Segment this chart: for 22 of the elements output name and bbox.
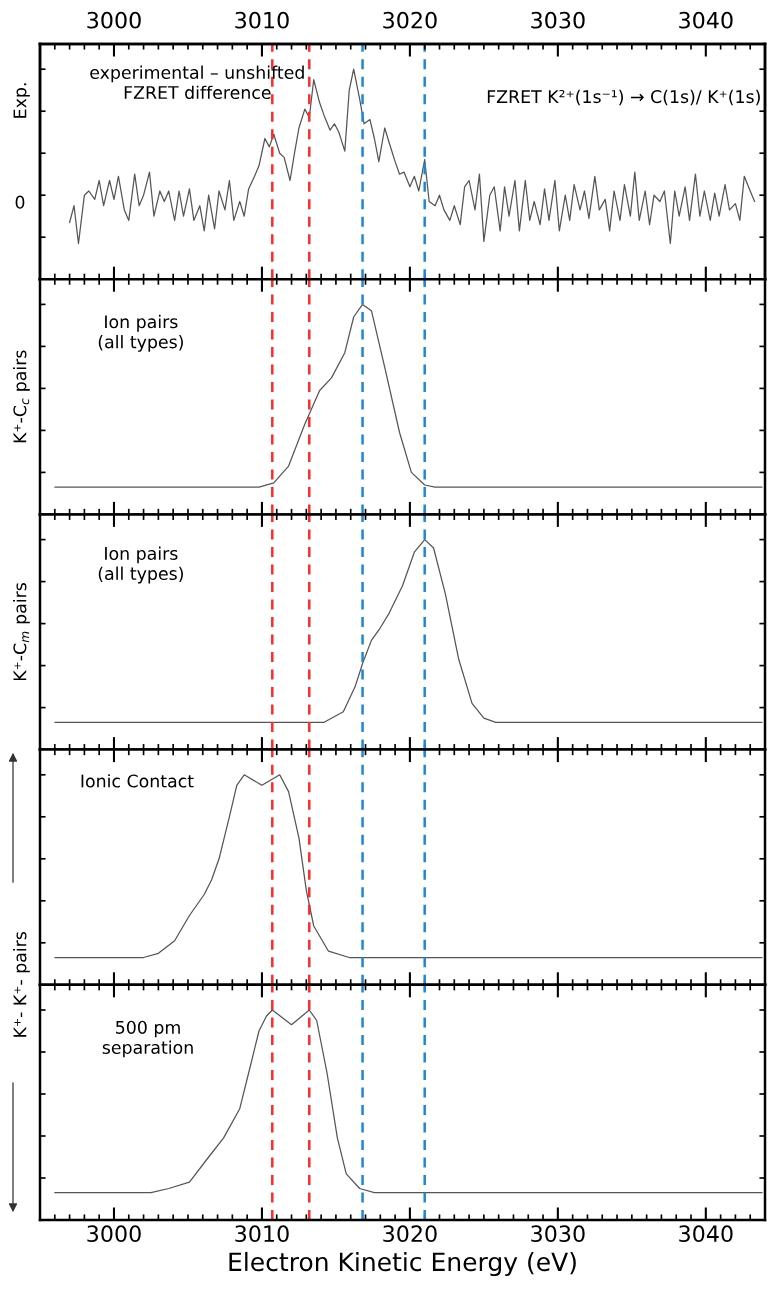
x2-tick-label: 3000 bbox=[87, 11, 141, 29]
annotation: Ionic Contact bbox=[81, 774, 194, 788]
y-axis-title: Exp. bbox=[13, 83, 30, 118]
x-tick-label: 3030 bbox=[531, 1225, 585, 1243]
annotation: 500 pm separation bbox=[102, 1020, 193, 1058]
annotation: experimental – unshifted FZRET difference bbox=[90, 65, 304, 100]
annotation: FZRET K²⁺(1s⁻¹) → C(1s)/ K⁺(1s) bbox=[487, 89, 760, 106]
annotation: Ion pairs (all types) bbox=[98, 314, 183, 352]
x-tick-label: 3040 bbox=[679, 1225, 733, 1243]
x-tick-label: 3020 bbox=[383, 1225, 437, 1243]
text: 0 bbox=[15, 195, 25, 209]
y-axis-title: K⁺- K⁺- pairs bbox=[13, 931, 30, 1037]
y-axis-title: K⁺-C$_{m}$ pairs bbox=[13, 583, 30, 681]
x2-tick-label: 3040 bbox=[679, 11, 733, 29]
y-axis-title: K⁺-C$_{c}$ pairs bbox=[13, 350, 30, 443]
x2-tick-label: 3010 bbox=[235, 11, 289, 29]
x-axis-title: Electron Kinetic Energy (eV) bbox=[229, 1251, 576, 1277]
x-tick-label: 3000 bbox=[87, 1225, 141, 1243]
x-tick-label: 3010 bbox=[235, 1225, 289, 1243]
annotation: Ion pairs (all types) bbox=[98, 546, 183, 584]
x2-tick-label: 3030 bbox=[531, 11, 585, 29]
x2-tick-label: 3020 bbox=[383, 11, 437, 29]
